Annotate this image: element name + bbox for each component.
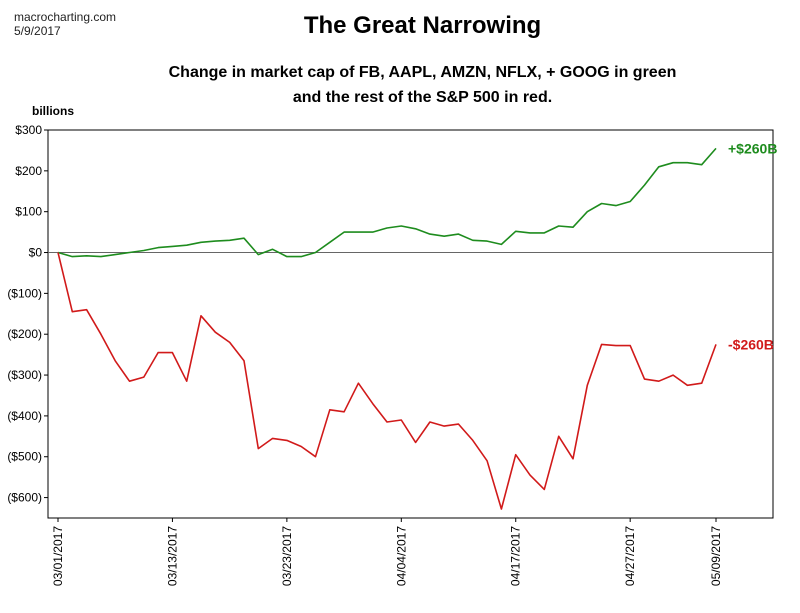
y-axis-unit-label: billions <box>32 104 74 118</box>
y-tick-label: ($600) <box>7 491 42 505</box>
x-tick-label: 03/01/2017 <box>51 526 65 586</box>
x-tick-label: 05/09/2017 <box>709 526 723 586</box>
x-tick-label: 04/04/2017 <box>394 526 408 586</box>
x-tick-label: 04/17/2017 <box>509 526 523 586</box>
y-tick-label: ($400) <box>7 409 42 423</box>
source-label: macrocharting.com <box>14 10 117 24</box>
y-tick-label: $300 <box>15 123 42 137</box>
y-tick-label: ($300) <box>7 368 42 382</box>
x-tick-label: 03/13/2017 <box>165 526 179 586</box>
red-series-end-label: -$260B <box>728 336 774 352</box>
y-tick-label: ($200) <box>7 327 42 341</box>
chart-subtitle-line-1: Change in market cap of FB, AAPL, AMZN, … <box>168 64 677 81</box>
y-tick-label: $0 <box>29 246 43 260</box>
plot-frame <box>47 129 774 519</box>
y-tick-label: ($100) <box>7 286 42 300</box>
y-tick-label: $100 <box>15 205 42 219</box>
chart-subtitle-line-2: and the rest of the S&P 500 in red. <box>292 89 553 106</box>
green-series-end-label: +$260B <box>728 140 777 156</box>
date-label: 5/9/2017 <box>14 24 61 38</box>
x-tick-label: 03/23/2017 <box>280 526 294 586</box>
y-tick-label: ($500) <box>7 450 42 464</box>
chart-title: The Great Narrowing <box>303 12 542 39</box>
red-series-line <box>57 252 717 510</box>
y-tick-label: $200 <box>15 164 42 178</box>
x-tick-label: 04/27/2017 <box>623 526 637 586</box>
green-series-line <box>57 147 717 258</box>
